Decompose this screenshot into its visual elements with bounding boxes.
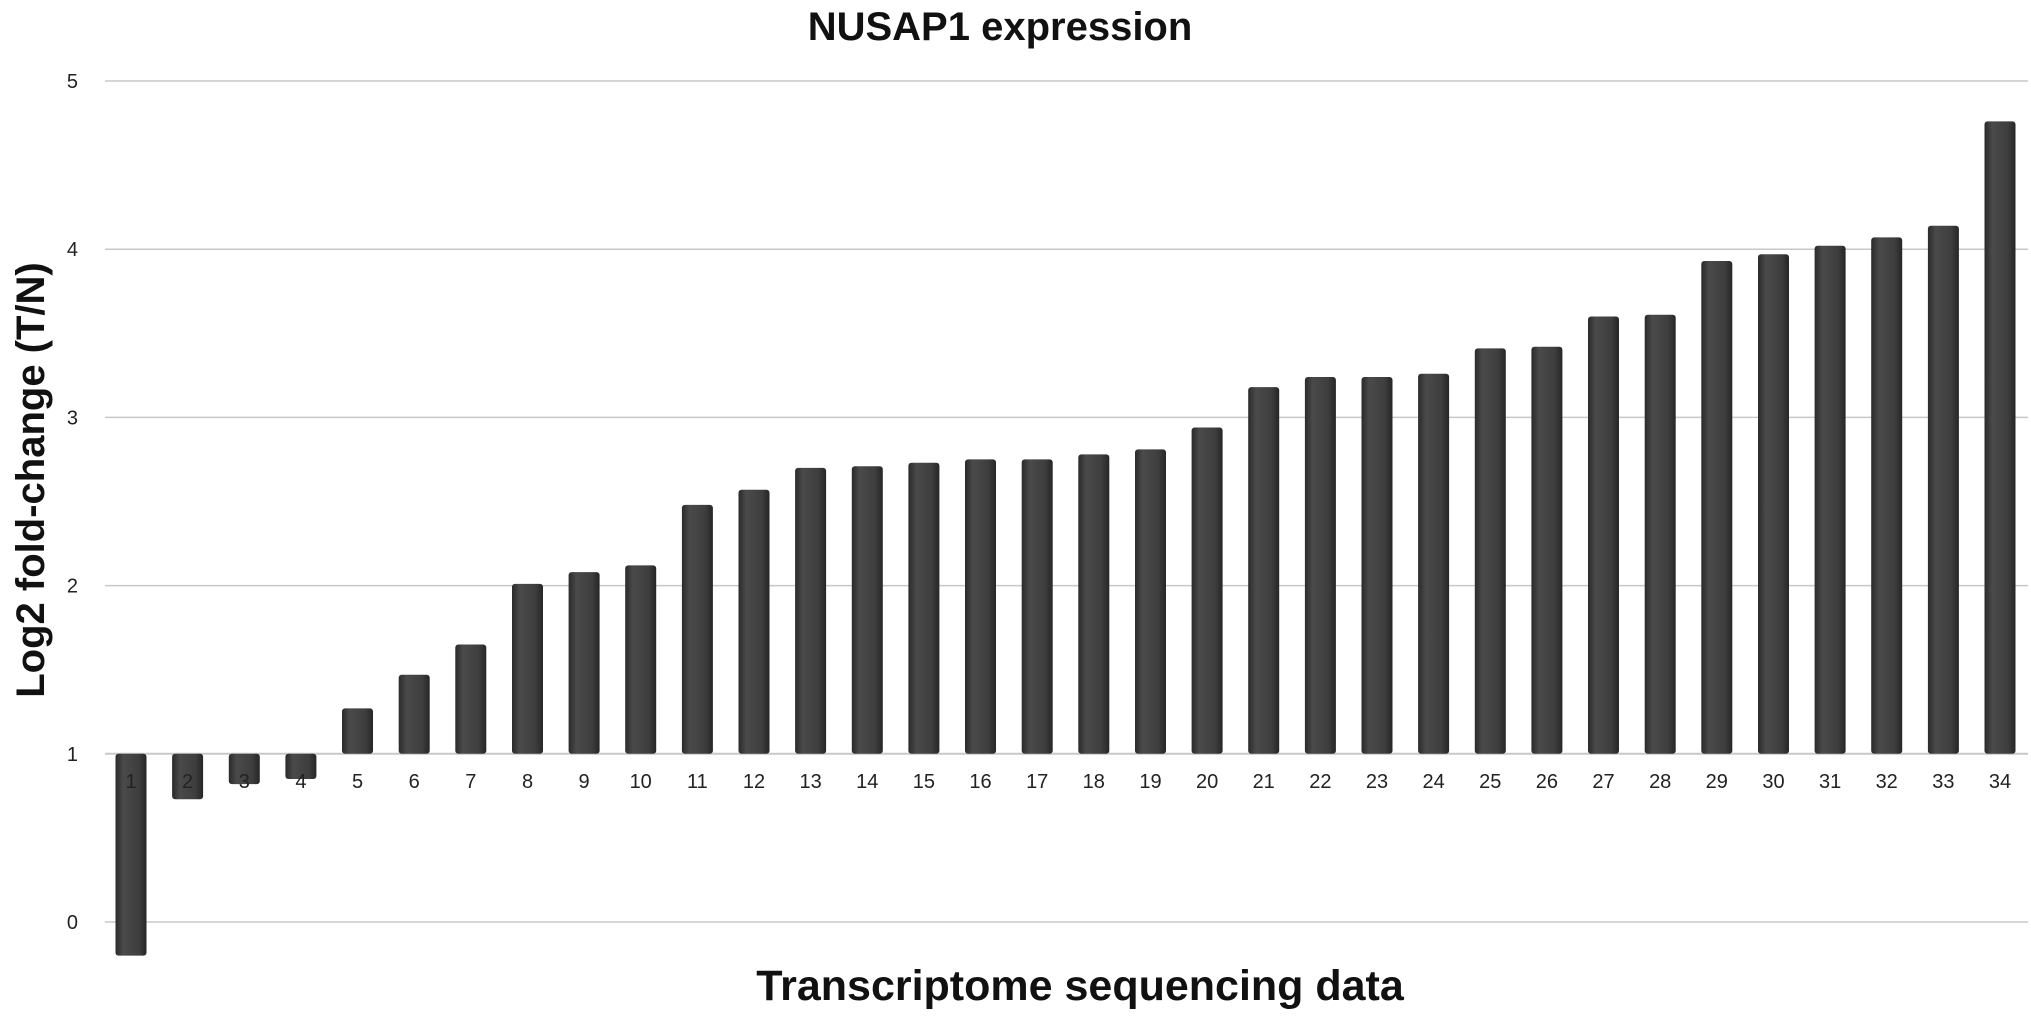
y-tick-label: 0 <box>67 912 78 934</box>
x-tick-label: 19 <box>1139 771 1161 793</box>
bar <box>1588 316 1619 754</box>
x-tick-label: 2 <box>182 771 193 793</box>
x-tick-label: 16 <box>969 771 991 793</box>
bar <box>1758 254 1789 754</box>
bar <box>1871 237 1903 754</box>
x-tick-label: 34 <box>1989 771 2011 793</box>
x-tick-label: 1 <box>125 771 136 793</box>
x-axis-label: Transcriptome sequencing data <box>756 962 1405 1010</box>
bar <box>568 572 600 754</box>
x-axis-ticks: 1 2 3 4 5 6 7 8 9 10 11 12 13 14 15 16 17 18 19 20 21 22 23 24 2… <box>125 771 2011 793</box>
bar <box>795 467 827 754</box>
x-tick-label: 13 <box>799 771 821 793</box>
bar <box>1644 314 1676 754</box>
y-tick-label: 2 <box>67 576 78 598</box>
bar <box>1984 121 2016 754</box>
x-tick-label: 22 <box>1309 771 1331 793</box>
bar <box>1135 449 1166 754</box>
x-tick-label: 28 <box>1649 771 1671 793</box>
y-tick-label: 4 <box>67 239 78 261</box>
x-tick-label: 14 <box>856 771 878 793</box>
bar <box>1361 377 1393 754</box>
bar <box>681 504 713 754</box>
y-tick-label: 3 <box>67 407 78 429</box>
chart-title: NUSAP1 expression <box>808 5 1193 49</box>
bar <box>965 459 996 754</box>
bar <box>1078 454 1110 754</box>
bar <box>1814 245 1846 754</box>
bar <box>1191 427 1223 754</box>
x-tick-label: 8 <box>522 771 533 793</box>
bar <box>228 753 260 785</box>
x-tick-label: 4 <box>295 771 306 793</box>
bar <box>172 753 204 800</box>
x-tick-label: 24 <box>1422 771 1444 793</box>
bar <box>1304 377 1336 754</box>
y-tick-label: 5 <box>67 71 78 93</box>
x-tick-label: 25 <box>1479 771 1501 793</box>
y-tick-label: 1 <box>67 744 78 766</box>
bar <box>455 644 487 754</box>
bar <box>1418 373 1450 754</box>
x-tick-label: 27 <box>1592 771 1614 793</box>
x-tick-label: 29 <box>1706 771 1728 793</box>
x-tick-label: 31 <box>1819 771 1841 793</box>
x-tick-label: 18 <box>1083 771 1105 793</box>
bar <box>342 708 373 754</box>
bar <box>285 753 317 779</box>
bar <box>1531 346 1563 754</box>
x-tick-label: 7 <box>465 771 476 793</box>
y-axis-label: Log2 fold-change (T/N) <box>9 262 53 698</box>
x-tick-label: 33 <box>1932 771 1954 793</box>
bar <box>398 674 430 754</box>
bar <box>625 565 657 754</box>
x-tick-label: 5 <box>352 771 363 793</box>
x-tick-label: 10 <box>630 771 652 793</box>
x-tick-label: 12 <box>743 771 765 793</box>
bar <box>908 462 940 754</box>
bar <box>115 753 147 956</box>
x-tick-label: 32 <box>1876 771 1898 793</box>
x-tick-label: 17 <box>1026 771 1048 793</box>
x-tick-label: 23 <box>1366 771 1388 793</box>
bar <box>512 583 543 754</box>
y-axis-ticks: 0 1 2 3 4 5 <box>67 71 78 934</box>
bar <box>738 489 770 754</box>
bar <box>851 466 883 754</box>
x-tick-label: 21 <box>1253 771 1275 793</box>
bar <box>1021 459 1053 754</box>
bar <box>1474 348 1506 754</box>
bar <box>1248 387 1280 754</box>
bar <box>1701 261 1733 754</box>
bars <box>115 121 2016 956</box>
x-tick-label: 3 <box>239 771 250 793</box>
x-tick-label: 15 <box>913 771 935 793</box>
x-tick-label: 9 <box>579 771 590 793</box>
x-tick-label: 6 <box>409 771 420 793</box>
x-tick-label: 20 <box>1196 771 1218 793</box>
bar <box>1927 225 1959 754</box>
x-tick-label: 26 <box>1536 771 1558 793</box>
gridlines <box>105 80 2028 923</box>
x-tick-label: 11 <box>687 771 708 793</box>
x-tick-label: 30 <box>1762 771 1784 793</box>
